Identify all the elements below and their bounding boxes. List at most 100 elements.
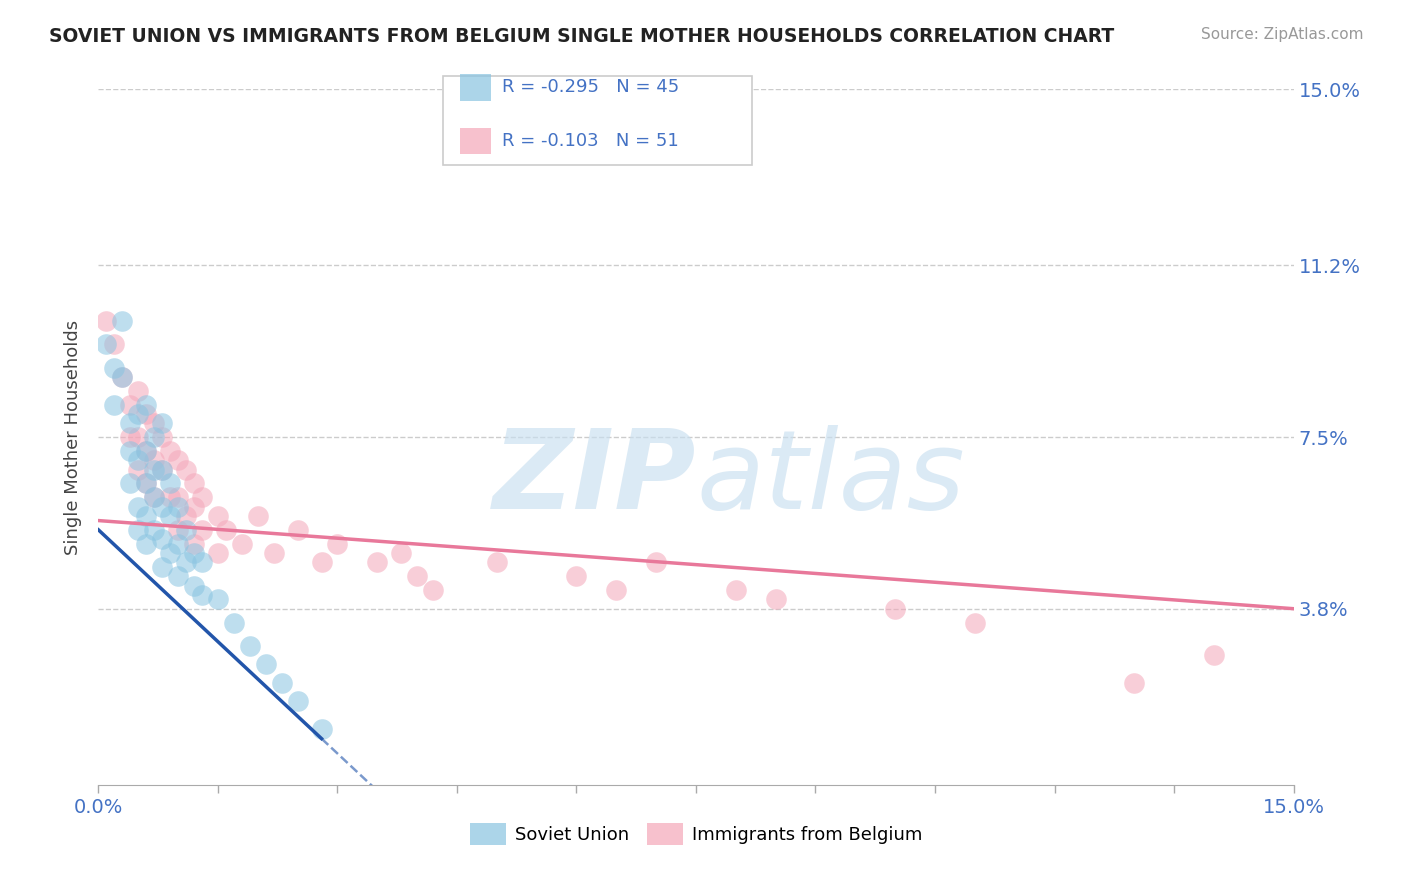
Point [366,555,388,569]
Point [150,462,173,476]
Point [120,398,142,412]
Point [183,546,205,560]
Point [159,476,181,491]
Point [183,500,205,514]
Text: Source: ZipAtlas.com: Source: ZipAtlas.com [1201,27,1364,42]
Point [135,444,157,458]
Point [422,583,444,598]
Point [143,453,166,467]
Point [159,508,181,523]
Point [174,523,197,537]
Point [389,546,412,560]
Point [103,360,125,375]
Point [150,500,173,514]
Point [103,337,125,351]
Point [645,555,668,569]
Legend: Soviet Union, Immigrants from Belgium: Soviet Union, Immigrants from Belgium [463,816,929,853]
Point [143,523,166,537]
Point [724,583,747,598]
Point [135,444,157,458]
Point [127,462,149,476]
Point [191,588,214,602]
Point [159,444,181,458]
Point [150,560,173,574]
Point [239,639,262,653]
Point [167,523,190,537]
Point [287,523,309,537]
Point [174,555,197,569]
Point [127,500,149,514]
Point [311,723,333,737]
Point [143,491,166,505]
Point [127,384,149,398]
Point [120,416,142,430]
Point [127,453,149,467]
Point [963,615,986,630]
Point [174,508,197,523]
Text: R = -0.295   N = 45: R = -0.295 N = 45 [502,78,679,96]
Point [127,523,149,537]
Point [246,508,269,523]
Text: atlas: atlas [696,425,965,533]
Point [135,476,157,491]
Point [215,523,238,537]
Point [111,314,134,328]
Point [270,676,292,690]
Point [222,615,245,630]
Point [111,369,134,384]
Point [135,476,157,491]
Point [183,476,205,491]
Point [135,537,157,551]
Point [565,569,588,583]
Point [150,430,173,444]
Point [485,555,508,569]
Point [167,491,190,505]
Text: SOVIET UNION VS IMMIGRANTS FROM BELGIUM SINGLE MOTHER HOUSEHOLDS CORRELATION CHA: SOVIET UNION VS IMMIGRANTS FROM BELGIUM … [49,27,1115,45]
Point [287,694,309,708]
Point [191,491,214,505]
Point [111,369,134,384]
Point [127,430,149,444]
Point [1123,676,1146,690]
Point [183,578,205,592]
Point [150,532,173,546]
Point [120,430,142,444]
Point [120,444,142,458]
Point [263,546,285,560]
Point [135,508,157,523]
Point [150,462,173,476]
Point [1202,648,1225,662]
Point [231,537,253,551]
Point [765,592,787,607]
Point [191,555,214,569]
Point [167,569,190,583]
Point [120,476,142,491]
Point [159,491,181,505]
Text: R = -0.103   N = 51: R = -0.103 N = 51 [502,132,679,150]
Point [159,546,181,560]
Point [311,555,333,569]
Point [135,398,157,412]
Point [103,398,125,412]
Point [605,583,627,598]
Point [406,569,429,583]
Point [143,430,166,444]
Point [143,491,166,505]
Point [884,601,907,615]
Point [167,537,190,551]
Point [254,657,277,672]
Point [183,537,205,551]
Point [127,407,149,421]
Point [143,462,166,476]
Y-axis label: Single Mother Households: Single Mother Households [65,319,83,555]
Point [207,508,229,523]
Text: ZIP: ZIP [492,425,696,533]
Point [167,500,190,514]
Point [191,523,214,537]
Point [207,546,229,560]
Point [96,314,118,328]
Point [96,337,118,351]
Point [326,537,349,551]
Point [150,416,173,430]
Point [174,462,197,476]
